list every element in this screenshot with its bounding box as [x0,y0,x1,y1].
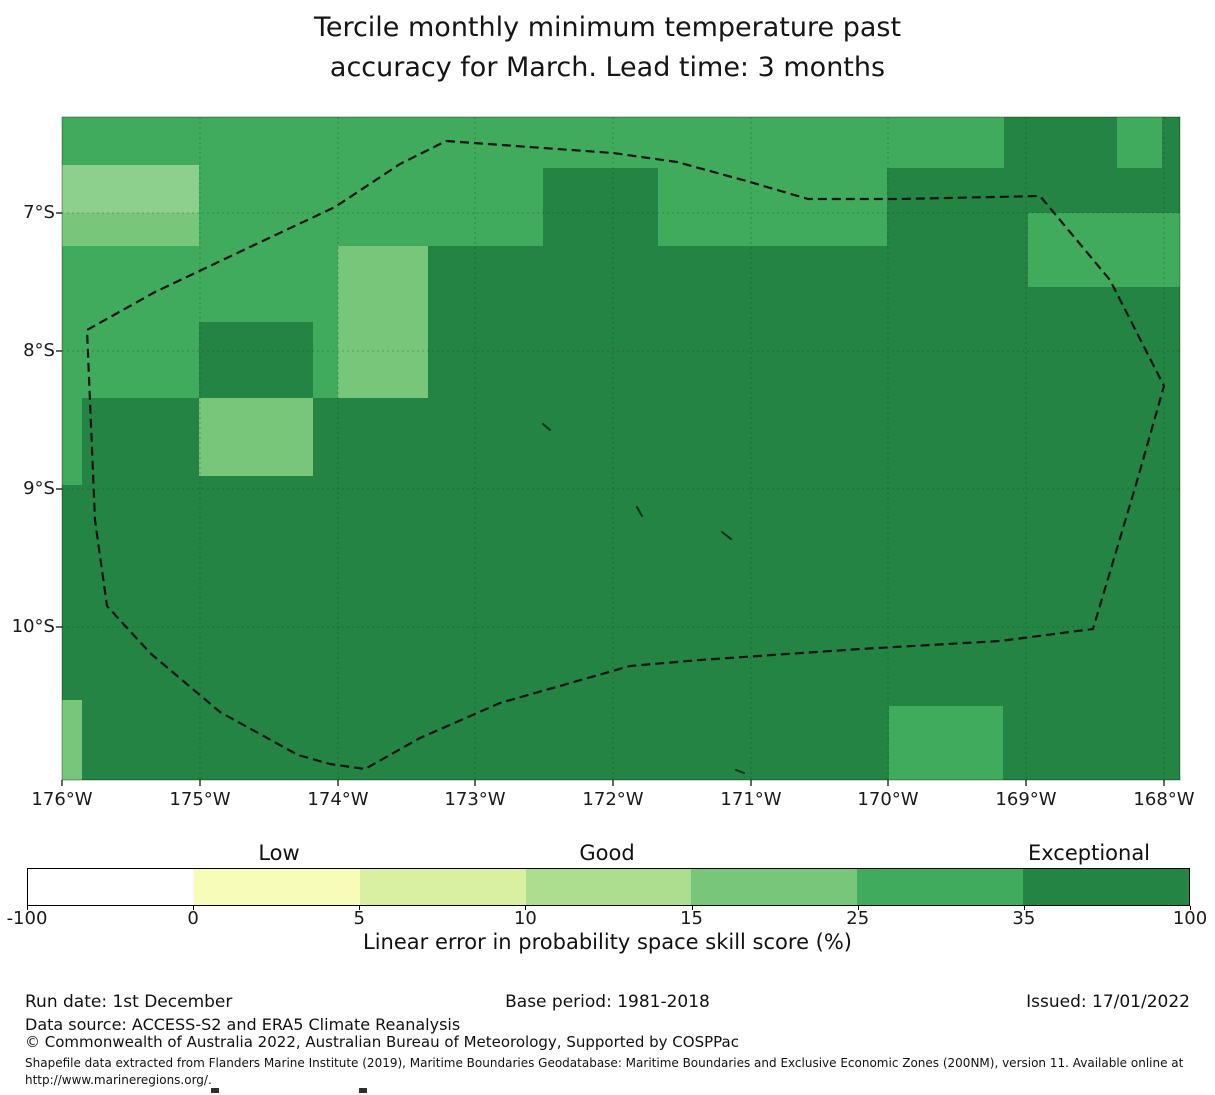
longitude-tick-label: 176°W [31,789,93,810]
island-mark [721,531,732,540]
colorbar-tick-mark [359,906,361,910]
colorbar-tick-label: 100 [1172,908,1208,929]
island-mark [542,423,551,431]
colorbar-tick-label: 0 [187,908,199,929]
axis-tick-marks [56,212,1165,786]
latitude-tick-label: 7°S [23,202,55,223]
colorbar-tick-label: 25 [846,908,870,929]
chart-title-line-2: accuracy for March. Lead time: 3 months [329,52,886,83]
footer-base-period: Base period: 1981-2018 [505,992,710,1012]
colorbar-category-label: Exceptional [1027,841,1151,865]
map-cell [62,165,199,213]
chart-title-line-1: Tercile monthly minimum temperature past [313,12,902,43]
colorbar-segment [359,869,526,905]
longitude-tick-label: 172°W [582,789,644,810]
map-cell [1004,117,1117,168]
map-cell [199,398,313,476]
colorbar-tick-mark [193,906,195,910]
longitude-tick-label: 168°W [1133,789,1195,810]
island-mark [735,769,745,774]
map-graticule [62,117,1180,780]
colorbar-category-label: Good [579,841,635,865]
longitude-tick-label: 170°W [857,789,919,810]
map-canvas [56,116,1181,786]
map-cell [543,168,658,246]
longitude-tick-label: 175°W [169,789,231,810]
colorbar-tick-label: 35 [1012,908,1036,929]
colorbar-tick-mark [857,906,859,910]
colorbar [27,868,1190,906]
colorbar-tick-mark [27,906,28,910]
map-cell [62,213,199,246]
colorbar-segment [28,869,194,905]
colorbar-tick-label: -100 [6,908,48,929]
colorbar-segment [193,869,360,905]
footer-data-source: Data source: ACCESS-S2 and ERA5 Climate … [25,1015,461,1034]
colorbar-segment [857,869,1024,905]
map-cell [428,246,1028,780]
map-cell [199,322,313,398]
cropped-banner-artifact [211,1088,219,1093]
latitude-tick-label: 8°S [23,340,55,361]
colorbar-tick-label: 15 [680,908,704,929]
latitude-tick-label: 9°S [23,478,55,499]
colorbar-tick-mark [525,906,527,910]
footer-shapefile-note-line1: Shapefile data extracted from Flanders M… [25,1056,1184,1070]
footer-copyright: © Commonwealth of Australia 2022, Austra… [25,1033,739,1051]
colorbar-segment [525,869,692,905]
colorbar-tick-mark [1190,906,1191,910]
footer-shapefile-note-line2: http://www.marineregions.org/. [25,1073,212,1087]
cropped-banner-artifact [359,1088,367,1093]
longitude-tick-label: 171°W [720,789,782,810]
map-cell [62,485,82,700]
colorbar-segment [1023,869,1190,905]
map-cell [62,700,82,780]
colorbar-tick-mark [691,906,693,910]
map-frame [61,116,1181,781]
map-cell [1162,117,1180,168]
map-cell [1028,287,1180,780]
island-mark [636,506,643,517]
footer-issued: Issued: 17/01/2022 [1026,992,1190,1012]
colorbar-segment [691,869,858,905]
colorbar-category-label: Low [258,841,300,865]
longitude-tick-label: 173°W [444,789,506,810]
colorbar-tick-label: 10 [513,908,537,929]
longitude-tick-label: 169°W [995,789,1057,810]
latitude-tick-label: 10°S [11,616,55,637]
map-cell [889,706,1003,780]
map-cells [62,117,1180,780]
map-cell [338,246,428,398]
map-cell [887,168,1180,213]
colorbar-tick-label: 5 [353,908,365,929]
colorbar-tick-mark [1023,906,1025,910]
longitude-tick-label: 174°W [307,789,369,810]
island-marks [542,423,745,774]
eez-boundary-path [85,139,1166,771]
colorbar-caption: Linear error in probability space skill … [363,930,852,954]
map-cell [887,213,1028,246]
footer-run-date: Run date: 1st December [25,992,233,1012]
